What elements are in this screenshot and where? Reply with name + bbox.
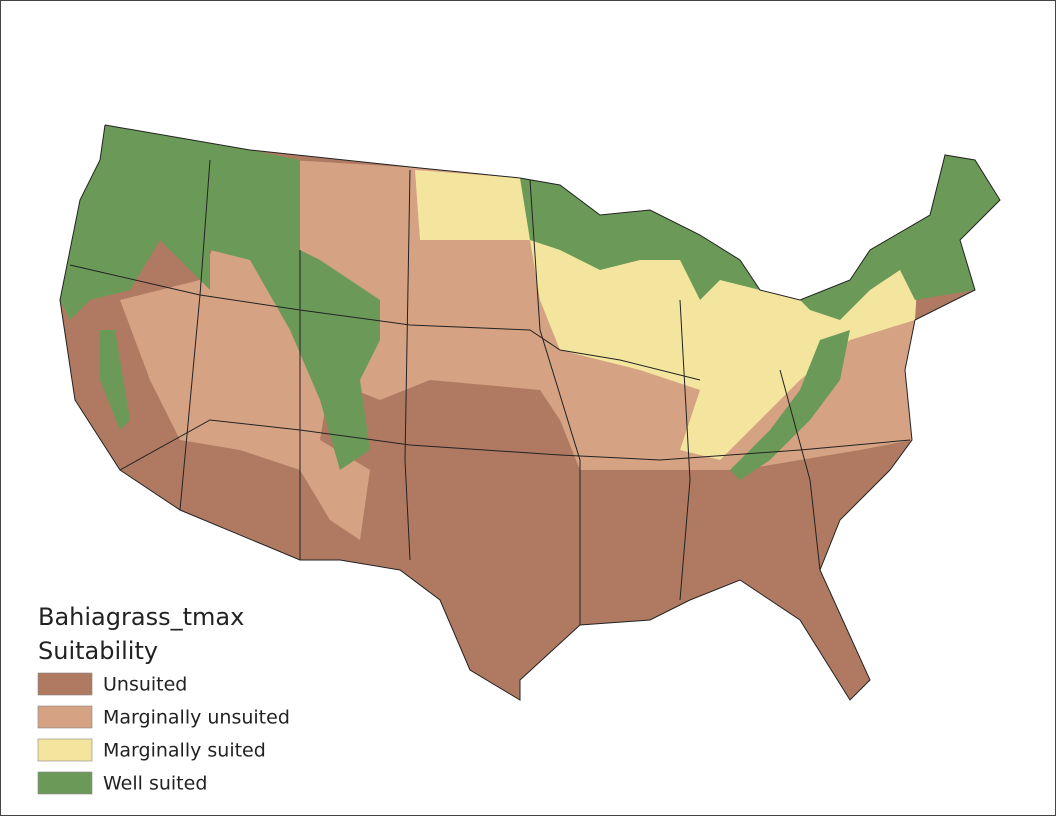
legend-label: Well suited xyxy=(103,773,207,795)
legend-label: Marginally suited xyxy=(103,740,266,762)
legend-swatch xyxy=(37,672,93,696)
legend-swatch xyxy=(37,705,93,729)
us-map xyxy=(59,124,1001,701)
legend-title: Bahiagrass_tmax xyxy=(38,603,244,631)
legend-label: Unsuited xyxy=(103,674,187,696)
well-suited-northwest xyxy=(60,125,380,470)
legend-title: Suitability xyxy=(38,637,158,665)
well-suited-northeast xyxy=(800,155,1000,320)
legend-swatch xyxy=(37,738,93,762)
legend: Bahiagrass_tmax Suitability Unsuited Marg… xyxy=(37,603,290,795)
state-borders xyxy=(59,124,1001,701)
well-suited-north-central xyxy=(520,178,760,300)
legend-swatch xyxy=(37,771,93,795)
well-suited-sierra xyxy=(100,330,130,430)
legend-label: Marginally unsuited xyxy=(103,707,290,729)
